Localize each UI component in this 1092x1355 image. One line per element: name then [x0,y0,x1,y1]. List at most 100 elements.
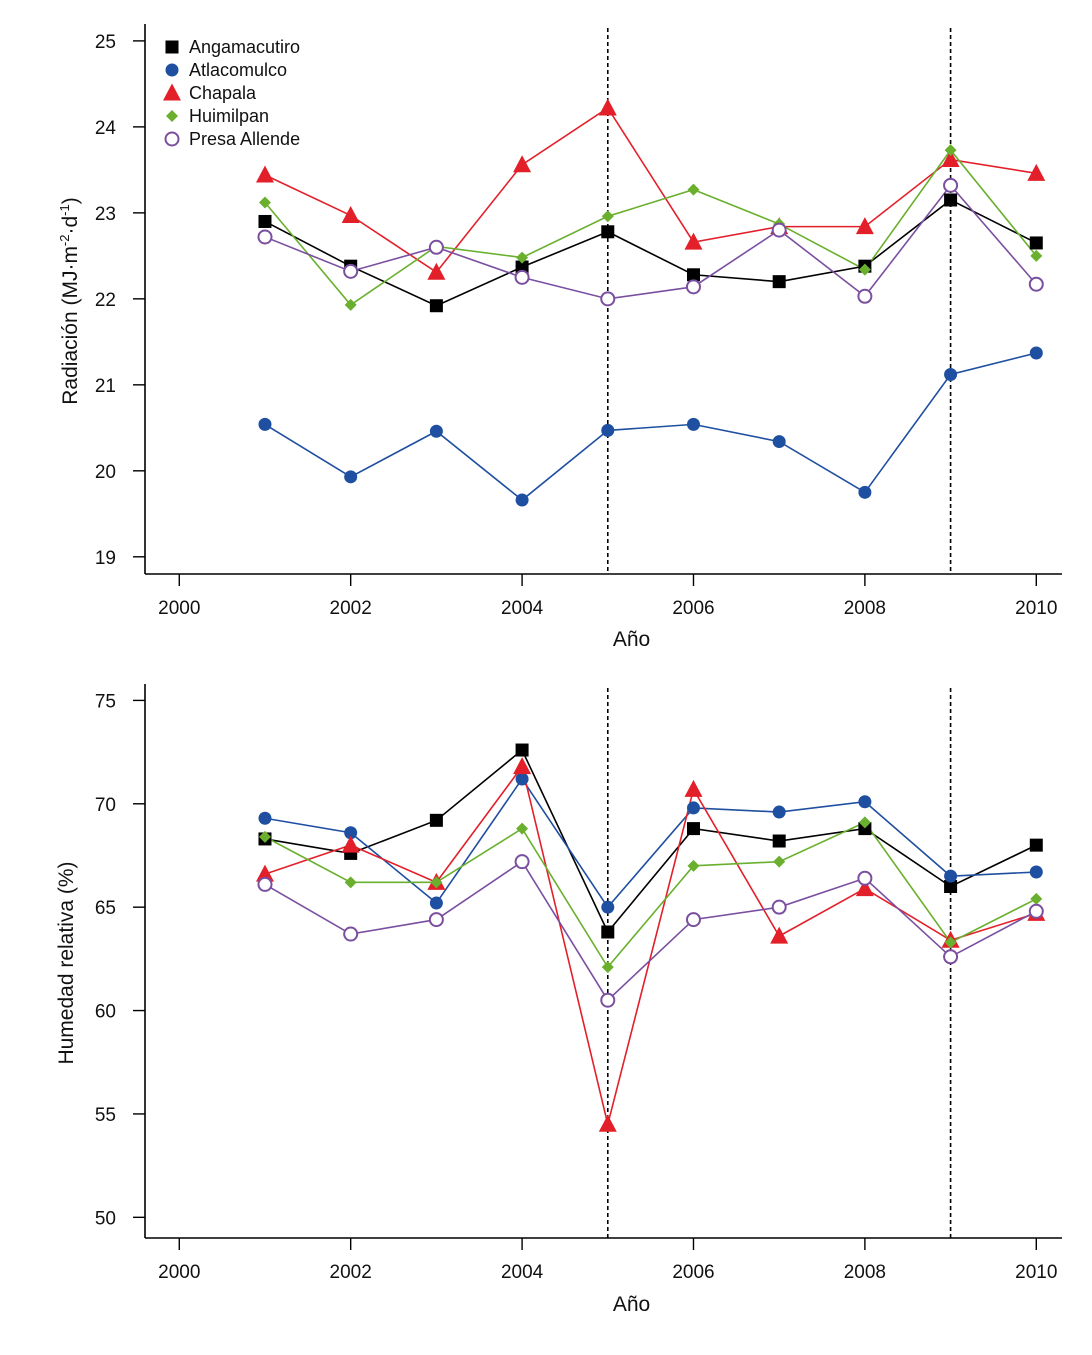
series-markers-chapala [255,757,1046,1132]
data-point [684,232,703,250]
data-point [515,772,529,786]
series-presa-allende [264,860,1037,1002]
data-point [687,859,700,872]
data-point [1029,346,1043,360]
data-point [858,485,872,499]
y-tick-label: 19 [95,548,116,569]
x-tick-label: 2006 [672,1262,714,1283]
y-tick-label: 25 [95,32,116,53]
data-point [1027,163,1046,181]
data-point [257,229,273,245]
series-presa-allende [264,184,1037,300]
series-line [264,148,1037,306]
data-point [686,801,700,815]
data-point [772,435,786,449]
data-point [943,949,959,965]
data-point [429,424,443,438]
series-markers-huimilpan [258,144,1043,311]
data-point [513,155,532,173]
data-point [772,275,786,289]
data-point [341,835,360,853]
data-point [429,896,443,910]
data-point [687,183,700,196]
y-tick-label: 24 [95,118,117,139]
data-point [258,417,272,431]
data-point [773,855,786,868]
data-point [429,813,443,827]
data-point [257,876,273,892]
series-line [264,106,1037,274]
data-point [1028,903,1044,919]
legend-label: Angamacutiro [189,37,300,57]
x-tick-label: 2010 [1015,1262,1057,1283]
series-markers-atlacomulco [258,772,1043,914]
legend-label: Presa Allende [189,129,300,149]
y-tick-label: 22 [95,290,116,311]
data-point [855,217,874,235]
legend-marker [165,63,179,77]
data-point [944,879,958,893]
legend-item: Atlacomulco [165,60,287,80]
x-tick-label: 2004 [501,598,544,619]
data-point [515,493,529,507]
data-point [944,936,957,949]
data-point [600,291,616,307]
data-point [858,263,871,276]
data-point [429,299,443,313]
legend-marker [165,40,179,54]
series-line [264,764,1037,1125]
x-axis-title: Año [613,628,650,651]
series-line [264,860,1037,1002]
data-point [601,210,614,223]
data-point [1029,865,1043,879]
series-angamacutiro [264,199,1037,307]
data-point [598,98,617,116]
data-point [601,225,615,239]
data-point [344,876,357,889]
data-point [941,150,960,168]
legend: Angamacutiro Atlacomulco Chapala Huimilpan P… [163,37,300,149]
data-point [513,757,532,775]
x-tick-label: 2006 [672,598,714,619]
data-point [1029,236,1043,250]
data-point [1030,892,1043,905]
data-point [343,926,359,942]
x-tick-label: 2010 [1015,598,1057,619]
data-point [428,912,444,928]
y-tick-label: 23 [95,204,116,225]
data-point [515,260,529,274]
data-point [857,870,873,886]
data-point [598,1114,617,1132]
legend-marker [166,110,178,122]
data-point [341,205,360,223]
data-point [858,795,872,809]
data-point [258,214,272,228]
x-tick-label: 2002 [330,1262,372,1283]
chart-panel-humedad: 50 55 60 65 70 75 2000 2002 2004 2006 2008 2010 Año H… [55,684,1062,1316]
series-line [264,777,1037,909]
data-point [1029,838,1043,852]
legend-label: Huimilpan [189,106,269,126]
y-tick-label: 50 [95,1208,116,1229]
x-tick-label: 2008 [844,598,886,619]
y-tick-label: 20 [95,462,116,483]
series-line [264,199,1037,307]
data-point [944,144,957,157]
y-tick-label: 55 [95,1105,116,1126]
series-line [264,748,1037,934]
y-tick-label: 65 [95,898,116,919]
data-point [255,864,274,882]
legend-marker [163,83,181,101]
data-point [516,822,529,835]
data-point [344,470,358,484]
data-point [771,899,787,915]
data-point [944,869,958,883]
data-point [858,822,872,836]
data-point [427,262,446,280]
series-markers-angamacutiro [258,193,1043,313]
data-point [686,822,700,836]
data-point [514,269,530,285]
series-markers-atlacomulco [258,346,1043,507]
series-huimilpan [264,821,1037,969]
